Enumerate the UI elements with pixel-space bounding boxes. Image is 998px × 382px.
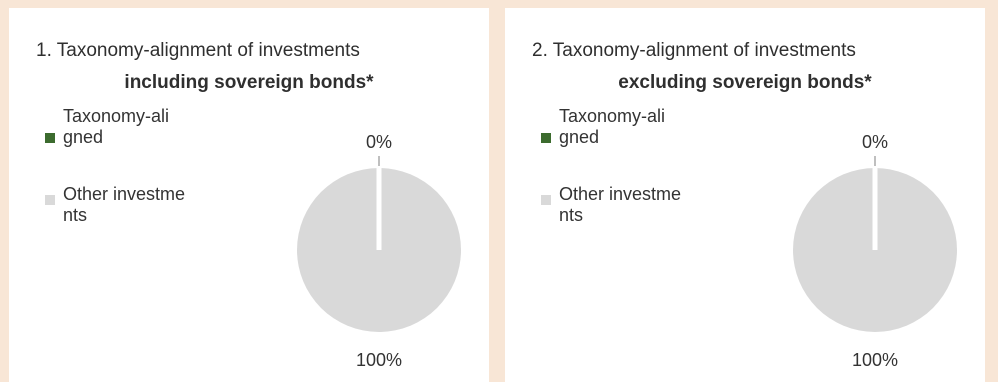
pie-chart: 0% 100% — [297, 132, 461, 370]
data-label-taxonomy-aligned: 0% — [366, 132, 392, 152]
chart-title: 1. Taxonomy-alignment of investments — [36, 40, 360, 61]
legend-label-taxonomy-aligned: Taxonomy-aligned — [63, 106, 170, 147]
data-label-taxonomy-aligned: 0% — [862, 132, 888, 152]
legend-label-taxonomy-aligned: Taxonomy-aligned — [559, 106, 666, 147]
pie-chart: 0% 100% — [793, 132, 957, 370]
legend-swatch-taxonomy-aligned — [541, 133, 551, 143]
chart-panel-including-sovereign-bonds: 1. Taxonomy-alignment of investments inc… — [9, 8, 489, 382]
legend-swatch-other-investments — [541, 195, 551, 205]
legend-swatch-taxonomy-aligned — [45, 133, 55, 143]
chart-title: 2. Taxonomy-alignment of investments — [532, 40, 856, 61]
data-label-other-investments: 100% — [852, 350, 898, 370]
data-label-other-investments: 100% — [356, 350, 402, 370]
chart-subtitle: including sovereign bonds* — [124, 72, 374, 93]
chart-subtitle: excluding sovereign bonds* — [618, 72, 872, 93]
legend-swatch-other-investments — [45, 195, 55, 205]
chart-panel-excluding-sovereign-bonds: 2. Taxonomy-alignment of investments exc… — [505, 8, 985, 382]
legend-label-other-investments: Other investments — [559, 184, 682, 225]
legend-label-other-investments: Other investments — [63, 184, 186, 225]
